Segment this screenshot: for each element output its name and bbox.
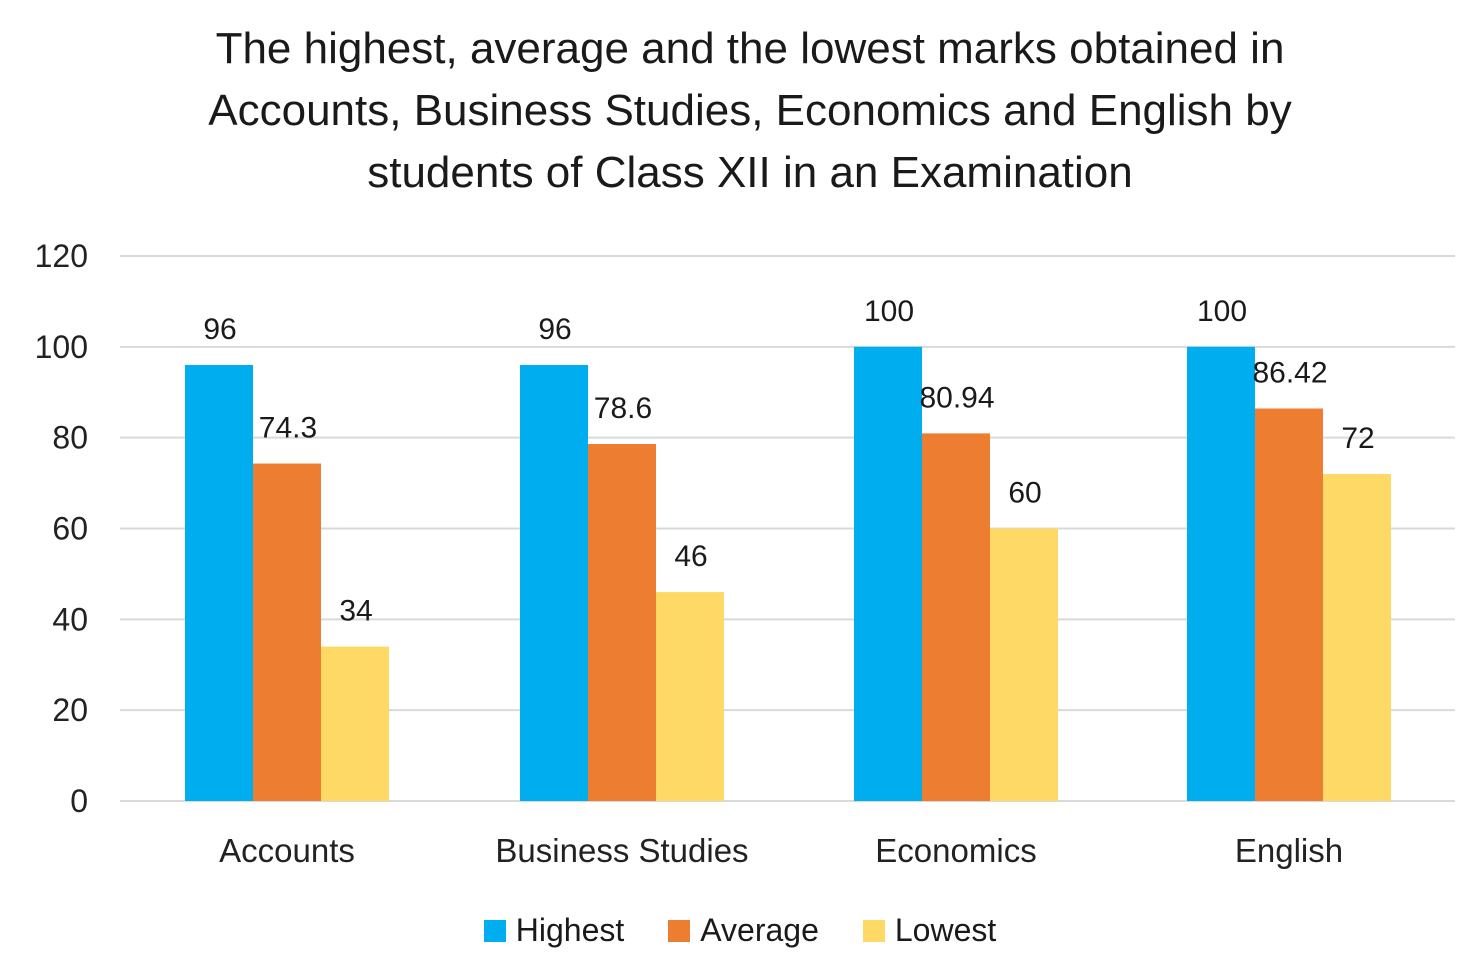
- legend-item-average: Average: [668, 912, 819, 949]
- bar-highest-english: [1187, 346, 1255, 801]
- legend-label-average: Average: [700, 912, 819, 948]
- x-tick-label-english: English: [1235, 832, 1343, 869]
- legend-swatch-average: [668, 919, 691, 942]
- data-label-lowest-accounts: 34: [339, 595, 372, 628]
- chart-title-line-2: Accounts, Business Studies, Economics an…: [208, 86, 1292, 135]
- data-label-highest-english: 100: [1197, 295, 1247, 328]
- data-label-average-accounts: 74.3: [259, 412, 317, 445]
- x-tick-label-accounts: Accounts: [219, 832, 355, 869]
- y-tick-label-20: 20: [52, 692, 88, 728]
- bar-highest-economics: [854, 346, 922, 801]
- bar-lowest-accounts: [321, 646, 389, 801]
- bar-lowest-business-studies: [656, 592, 724, 801]
- legend-swatch-lowest: [862, 919, 885, 942]
- legend-label-lowest: Lowest: [894, 912, 997, 948]
- bar-average-economics: [922, 433, 990, 801]
- bar-lowest-economics: [990, 528, 1058, 801]
- legend-item-highest: Highest: [483, 912, 625, 949]
- y-tick-label-0: 0: [70, 783, 88, 819]
- legend-item-lowest: Lowest: [862, 912, 997, 949]
- data-label-average-economics: 80.94: [919, 381, 994, 414]
- bar-highest-business-studies: [520, 365, 588, 801]
- data-label-average-english: 86.42: [1252, 357, 1327, 390]
- data-label-highest-business-studies: 96: [538, 313, 571, 346]
- chart-title-line-1: The highest, average and the lowest mark…: [215, 24, 1285, 73]
- bar-average-accounts: [253, 463, 321, 801]
- data-label-average-business-studies: 78.6: [594, 392, 652, 425]
- chart-title-line-3: students of Class XII in an Examination: [367, 148, 1133, 197]
- data-label-lowest-english: 72: [1341, 422, 1374, 455]
- y-tick-label-80: 80: [52, 420, 88, 456]
- chart-legend: Highest Average Lowest: [0, 912, 1480, 949]
- bar-average-english: [1255, 408, 1323, 801]
- y-tick-label-60: 60: [52, 511, 88, 547]
- y-tick-label-100: 100: [35, 329, 88, 365]
- legend-swatch-highest: [483, 919, 506, 942]
- bar-highest-accounts: [185, 365, 253, 801]
- data-label-lowest-economics: 60: [1008, 477, 1041, 510]
- y-tick-label-40: 40: [52, 601, 88, 637]
- y-tick-label-120: 120: [35, 238, 88, 274]
- x-tick-label-business-studies: Business Studies: [495, 832, 748, 869]
- chart-title: The highest, average and the lowest mark…: [140, 18, 1360, 204]
- bar-lowest-english: [1323, 474, 1391, 801]
- legend-label-highest: Highest: [515, 912, 625, 948]
- x-tick-label-economics: Economics: [875, 832, 1036, 869]
- data-label-highest-accounts: 96: [203, 313, 236, 346]
- bar-average-business-studies: [588, 444, 656, 801]
- data-label-lowest-business-studies: 46: [674, 540, 707, 573]
- data-label-highest-economics: 100: [864, 295, 914, 328]
